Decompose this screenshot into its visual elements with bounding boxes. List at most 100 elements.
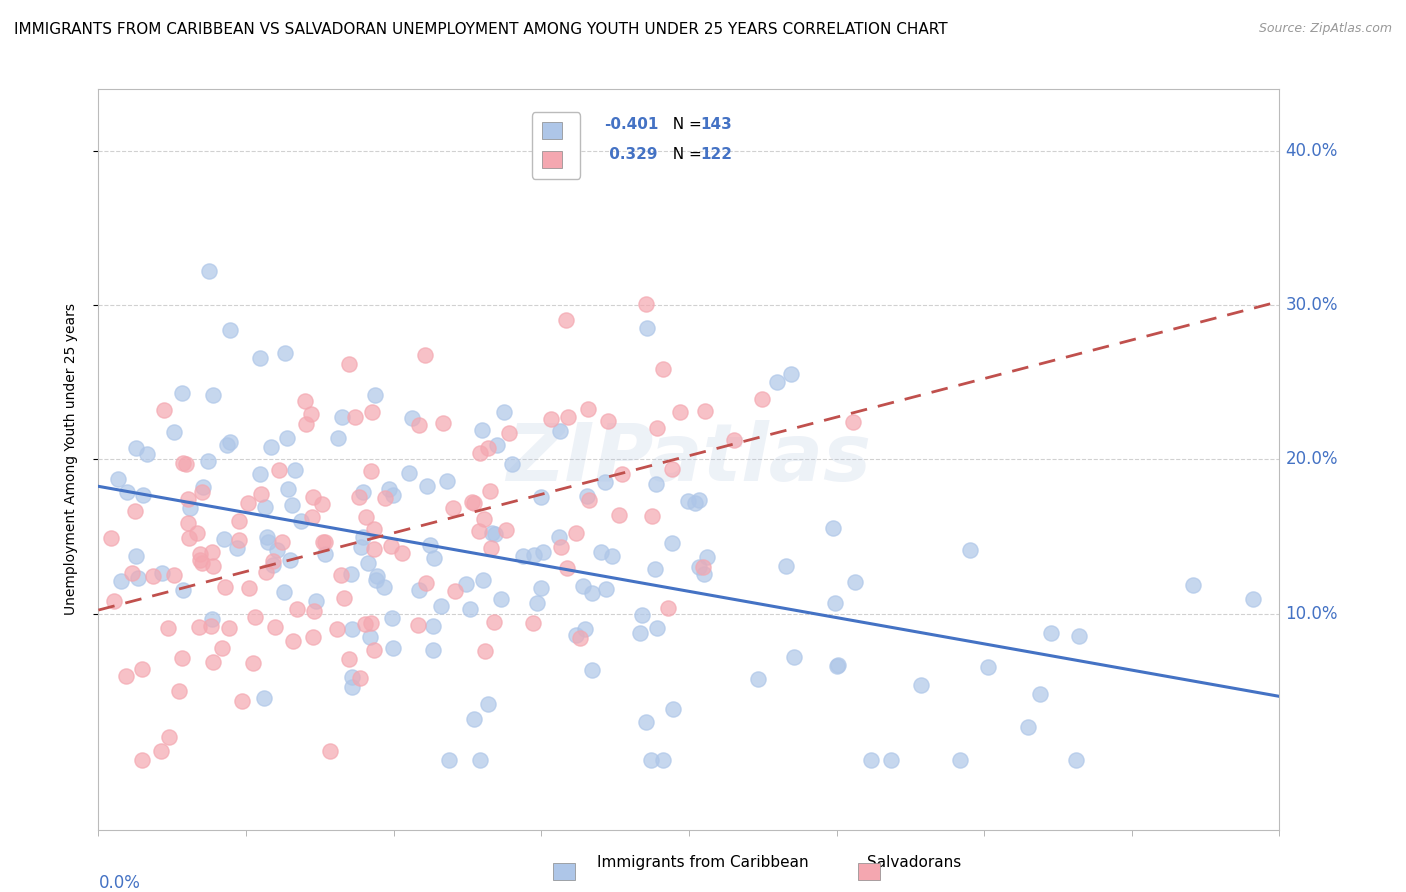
Point xyxy=(596,414,619,428)
Point xyxy=(555,560,578,574)
Point xyxy=(214,581,236,595)
Point xyxy=(498,425,520,440)
Point xyxy=(110,574,132,588)
Point xyxy=(354,617,377,632)
Point xyxy=(422,643,444,657)
Point xyxy=(693,404,716,418)
Point xyxy=(478,483,501,498)
Point xyxy=(198,264,221,278)
Point xyxy=(540,412,562,426)
Point xyxy=(174,457,197,471)
Point xyxy=(340,567,363,582)
Point xyxy=(326,622,349,636)
Point xyxy=(661,536,683,550)
Point xyxy=(212,532,235,546)
Point xyxy=(548,530,571,544)
Point xyxy=(266,542,288,557)
Point xyxy=(461,495,484,509)
Point xyxy=(276,431,298,445)
Point xyxy=(262,558,284,572)
Point xyxy=(391,546,413,560)
Text: Source: ZipAtlas.com: Source: ZipAtlas.com xyxy=(1258,22,1392,36)
Text: Salvadorans: Salvadorans xyxy=(866,855,962,870)
Point xyxy=(350,540,373,554)
Point xyxy=(381,640,404,655)
Point xyxy=(554,312,576,326)
Point xyxy=(366,569,388,583)
Point xyxy=(780,367,803,381)
Point xyxy=(360,464,382,478)
Point xyxy=(581,586,603,600)
Legend: , : , xyxy=(531,112,581,178)
Point xyxy=(157,621,180,635)
Point xyxy=(557,409,579,424)
Point xyxy=(283,634,305,648)
Point xyxy=(124,504,146,518)
Point xyxy=(526,596,548,610)
Point xyxy=(645,420,668,434)
Point xyxy=(512,549,534,563)
Point xyxy=(333,591,356,606)
Point xyxy=(107,472,129,486)
Point xyxy=(218,434,240,449)
Point xyxy=(314,548,336,562)
Point xyxy=(471,573,494,587)
Text: 0.329: 0.329 xyxy=(605,147,658,161)
Point xyxy=(651,753,673,767)
Point xyxy=(485,438,508,452)
Point xyxy=(565,525,588,540)
Point xyxy=(578,493,600,508)
Point xyxy=(468,753,491,767)
Point xyxy=(530,581,553,595)
Point xyxy=(406,617,429,632)
Point xyxy=(522,616,544,631)
Point xyxy=(366,573,388,587)
Point xyxy=(474,644,496,658)
Point xyxy=(188,620,211,634)
Point xyxy=(463,712,485,726)
Point xyxy=(249,351,271,366)
Point xyxy=(131,662,153,676)
Point xyxy=(115,484,138,499)
Point xyxy=(470,445,492,459)
Point xyxy=(260,440,283,454)
Point xyxy=(329,568,352,582)
Point xyxy=(600,549,623,563)
Point xyxy=(380,539,402,553)
Point xyxy=(125,549,148,564)
Point xyxy=(262,554,284,568)
Point xyxy=(408,418,430,433)
Point xyxy=(211,640,233,655)
Point xyxy=(859,753,882,767)
Point xyxy=(200,612,222,626)
Text: N =: N = xyxy=(664,147,707,161)
Point xyxy=(238,581,260,595)
Point xyxy=(477,697,499,711)
Point xyxy=(422,619,444,633)
Point xyxy=(531,545,554,559)
Point xyxy=(188,548,211,562)
Point xyxy=(100,532,122,546)
Point xyxy=(226,541,249,555)
Point xyxy=(190,553,212,567)
Point xyxy=(378,482,401,496)
Point xyxy=(363,541,385,556)
Point xyxy=(305,594,328,608)
Point xyxy=(548,425,571,439)
Point xyxy=(688,560,710,574)
Point xyxy=(357,556,380,570)
Point xyxy=(458,602,481,616)
Point xyxy=(186,525,208,540)
Point xyxy=(636,321,658,335)
Point xyxy=(841,415,863,429)
Point xyxy=(242,656,264,670)
Point xyxy=(170,385,193,400)
Point xyxy=(354,510,377,524)
Point xyxy=(775,558,797,573)
Point xyxy=(747,673,769,687)
Text: R =: R = xyxy=(553,117,586,132)
Point xyxy=(176,491,198,506)
Point xyxy=(149,744,172,758)
Point xyxy=(651,361,673,376)
Point xyxy=(669,404,692,418)
